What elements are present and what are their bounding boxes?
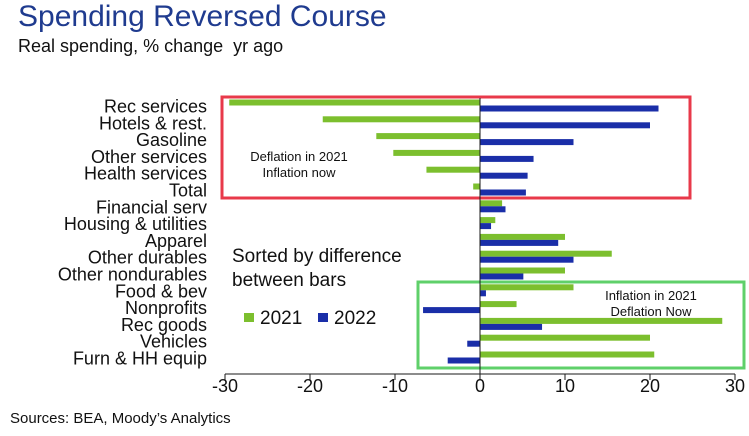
category-label: Rec goods — [121, 315, 207, 335]
deflation-note: Inflation now — [263, 165, 337, 180]
bar-2022 — [423, 307, 480, 314]
x-tick-label: 0 — [475, 376, 485, 396]
bar-2022 — [480, 256, 574, 263]
bar-2022 — [480, 105, 659, 112]
x-tick-label: -30 — [212, 376, 238, 396]
legend-swatch-2021 — [244, 313, 254, 322]
bar-2022 — [480, 273, 524, 280]
legend-label-2021: 2021 — [260, 308, 302, 329]
category-label: Nonprofits — [125, 298, 207, 318]
bar-2021 — [229, 99, 480, 106]
bar-2022 — [480, 155, 534, 162]
category-label: Housing & utilities — [64, 214, 207, 234]
category-label: Other durables — [88, 248, 207, 268]
bar-2022 — [480, 323, 543, 330]
bar-2021 — [480, 233, 565, 240]
bar-2021 — [480, 351, 655, 358]
category-label: Total — [169, 181, 207, 201]
bar-2021 — [480, 284, 574, 291]
x-tick-label: 10 — [555, 376, 575, 396]
bar-2021 — [480, 334, 650, 341]
category-label: Furn & HH equip — [73, 349, 207, 369]
bar-2022 — [480, 290, 486, 297]
bar-2022 — [480, 172, 528, 179]
x-tick-label: -20 — [297, 376, 323, 396]
sort-note: Sorted by difference — [232, 246, 402, 267]
category-label: Financial serv — [96, 197, 207, 217]
bar-2022 — [480, 139, 574, 146]
category-label: Other services — [91, 147, 207, 167]
bar-2021 — [480, 250, 612, 257]
category-label: Hotels & rest. — [99, 113, 207, 133]
bar-2021 — [376, 133, 480, 140]
inflation-box — [416, 280, 746, 370]
chart-subtitle: Real spending, % change yr ago — [18, 36, 284, 56]
inflation-note: Inflation in 2021 — [605, 288, 697, 303]
bar-2021 — [480, 317, 723, 324]
bar-2021 — [473, 183, 480, 190]
bar-2022 — [480, 189, 526, 196]
bar-2021 — [480, 267, 565, 274]
legend-label-2022: 2022 — [334, 308, 376, 329]
inflation-note: Deflation Now — [611, 304, 693, 319]
category-label: Apparel — [145, 231, 207, 251]
deflation-box — [220, 95, 692, 200]
bar-2022 — [467, 340, 480, 347]
bar-2022 — [480, 239, 559, 246]
x-tick-label: -10 — [382, 376, 408, 396]
bar-2022 — [480, 122, 650, 129]
bar-2021 — [480, 200, 503, 207]
bar-2022 — [447, 357, 480, 364]
x-tick-label: 30 — [725, 376, 745, 396]
bar-2021 — [393, 149, 480, 156]
deflation-note: Deflation in 2021 — [250, 149, 348, 164]
legend-swatch-2022 — [318, 313, 328, 322]
category-label: Gasoline — [136, 130, 207, 150]
category-label: Vehicles — [140, 332, 207, 352]
category-label: Health services — [84, 164, 207, 184]
chart-source: Sources: BEA, Moody’s Analytics — [10, 410, 231, 427]
category-label: Rec services — [104, 97, 207, 117]
chart-title: Spending Reversed Course — [18, 0, 387, 33]
bar-2021 — [322, 116, 480, 123]
bar-2022 — [480, 206, 506, 213]
bar-2021 — [426, 166, 480, 173]
bar-2022 — [480, 223, 492, 230]
bar-2021 — [480, 217, 496, 224]
category-label: Food & bev — [115, 281, 207, 301]
sort-note: between bars — [232, 270, 346, 291]
x-tick-label: 20 — [640, 376, 660, 396]
category-label: Other nondurables — [58, 265, 207, 285]
bar-2021 — [480, 301, 517, 308]
